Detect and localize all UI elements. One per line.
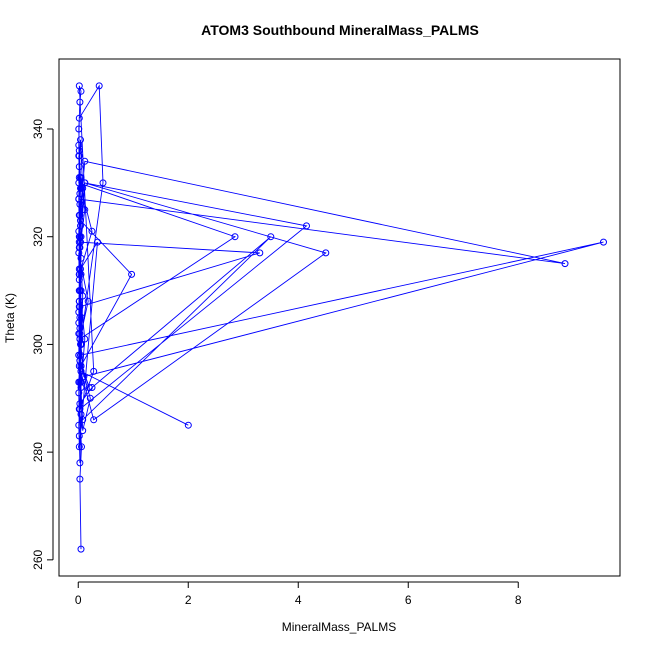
data-point — [303, 222, 310, 230]
data-point — [79, 427, 87, 435]
data-point — [79, 416, 87, 424]
data-point — [99, 179, 107, 187]
data-point — [267, 233, 275, 241]
data-point — [75, 303, 83, 311]
y-axis-label: Theta (K) — [3, 293, 17, 343]
data-point — [81, 335, 89, 343]
data-point — [85, 384, 93, 391]
data-point — [75, 270, 83, 278]
data-point — [561, 260, 569, 268]
data-point — [75, 432, 83, 440]
data-point — [76, 330, 84, 338]
data-point — [77, 545, 85, 553]
data-point — [76, 190, 84, 198]
data-point — [81, 179, 89, 187]
data-point — [86, 394, 94, 402]
data-point — [75, 244, 83, 251]
y-tick-label: 260 — [31, 550, 45, 570]
data-point — [80, 373, 88, 381]
data-point — [75, 276, 83, 284]
data-point — [75, 82, 83, 90]
data-point — [75, 297, 83, 305]
y-tick-label: 300 — [31, 334, 45, 354]
y-axis: 260 280 300 320 340 — [31, 119, 54, 570]
data-point — [76, 405, 84, 413]
data-point — [75, 308, 83, 316]
data-point — [88, 384, 96, 391]
data-point — [256, 249, 264, 257]
data-point — [75, 141, 83, 149]
x-axis: 0 2 4 6 8 — [75, 581, 522, 607]
data-point — [77, 184, 84, 192]
data-point — [75, 147, 83, 155]
data-point — [322, 249, 330, 257]
data-point — [81, 157, 89, 165]
data-point — [76, 400, 84, 408]
data-point — [77, 340, 85, 348]
plot-frame — [58, 58, 621, 577]
data-point — [76, 378, 84, 386]
series-line — [78, 84, 604, 550]
x-tick-label: 4 — [295, 593, 302, 607]
data-point — [77, 174, 85, 181]
data-point — [76, 475, 84, 483]
x-tick-label: 8 — [515, 593, 522, 607]
x-tick-label: 0 — [75, 593, 82, 607]
data-point — [76, 98, 84, 106]
data-point — [94, 238, 101, 246]
data-point — [76, 459, 84, 467]
data-point — [75, 265, 83, 273]
data-point — [231, 233, 239, 241]
y-tick-label: 280 — [31, 442, 45, 462]
data-point — [88, 227, 96, 235]
data-point — [77, 287, 85, 295]
data-point — [184, 421, 192, 429]
data-point — [84, 297, 92, 305]
data-point — [90, 416, 98, 424]
data-point — [128, 270, 136, 278]
data-point — [75, 163, 83, 171]
data-point — [75, 443, 83, 451]
data-point — [75, 319, 83, 327]
data-point — [75, 351, 83, 359]
data-point — [75, 389, 83, 397]
series-layer — [75, 82, 607, 553]
data-point — [75, 114, 83, 122]
data-point — [76, 211, 84, 219]
data-point — [78, 443, 85, 451]
data-point — [75, 421, 83, 429]
data-point — [95, 82, 103, 90]
x-tick-label: 2 — [185, 593, 192, 607]
data-point — [600, 238, 607, 246]
data-point — [77, 254, 85, 262]
y-tick-label: 320 — [31, 226, 45, 246]
y-tick-label: 340 — [31, 119, 45, 139]
x-tick-label: 6 — [405, 593, 412, 607]
x-axis-label: MineralMass_PALMS — [282, 620, 396, 634]
chart-title: ATOM3 Southbound MineralMass_PALMS — [201, 22, 479, 38]
data-point — [75, 227, 83, 235]
data-point — [75, 125, 83, 133]
data-point — [81, 206, 89, 214]
data-point — [90, 367, 98, 375]
data-point — [75, 152, 83, 160]
data-point — [77, 367, 85, 375]
